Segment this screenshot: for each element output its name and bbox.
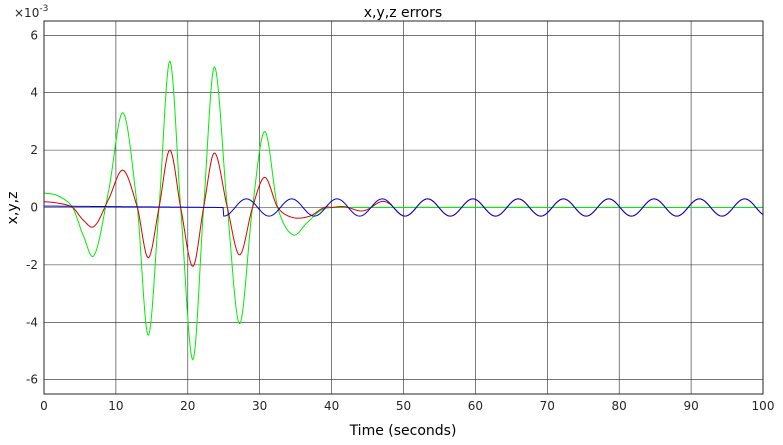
- x-tick-label: 50: [396, 399, 411, 413]
- x-tick-label: 20: [180, 399, 195, 413]
- x-tick-label: 40: [324, 399, 339, 413]
- chart-title: x,y,z errors: [364, 5, 442, 21]
- x-tick-label: 90: [683, 399, 698, 413]
- y-tick-label: 0: [30, 201, 38, 215]
- y-tick-label: -2: [26, 258, 38, 272]
- y-tick-label: -4: [26, 315, 38, 329]
- y-exponent-power: -3: [39, 4, 48, 14]
- x-tick-label: 100: [752, 399, 775, 413]
- x-tick-label: 70: [540, 399, 555, 413]
- y-exponent-label: ×10-3: [14, 4, 48, 20]
- x-tick-label: 30: [252, 399, 267, 413]
- plot-frame: [43, 20, 764, 395]
- y-tick-label: 2: [30, 143, 38, 157]
- series-layer: [43, 60, 764, 361]
- y-tick-label: -6: [26, 373, 38, 387]
- x-tick-label: 60: [468, 399, 483, 413]
- y-tick-label: 4: [30, 86, 38, 100]
- x-tick-label: 0: [40, 399, 48, 413]
- series-line-3: [44, 198, 764, 217]
- x-tick-label: 80: [612, 399, 627, 413]
- x-axis-label: Time (seconds): [349, 423, 457, 439]
- y-axis-label: x,y,z: [5, 192, 21, 225]
- y-exponent-base: ×10: [14, 6, 39, 20]
- y-tick-labels: -6 -4 -2 0 2 4 6: [26, 28, 38, 386]
- y-tick-label: 6: [30, 28, 38, 42]
- x-tick-labels: 0 10 20 30 40 50 60 70 80 90 100: [40, 399, 774, 413]
- x-tick-label: 10: [108, 399, 123, 413]
